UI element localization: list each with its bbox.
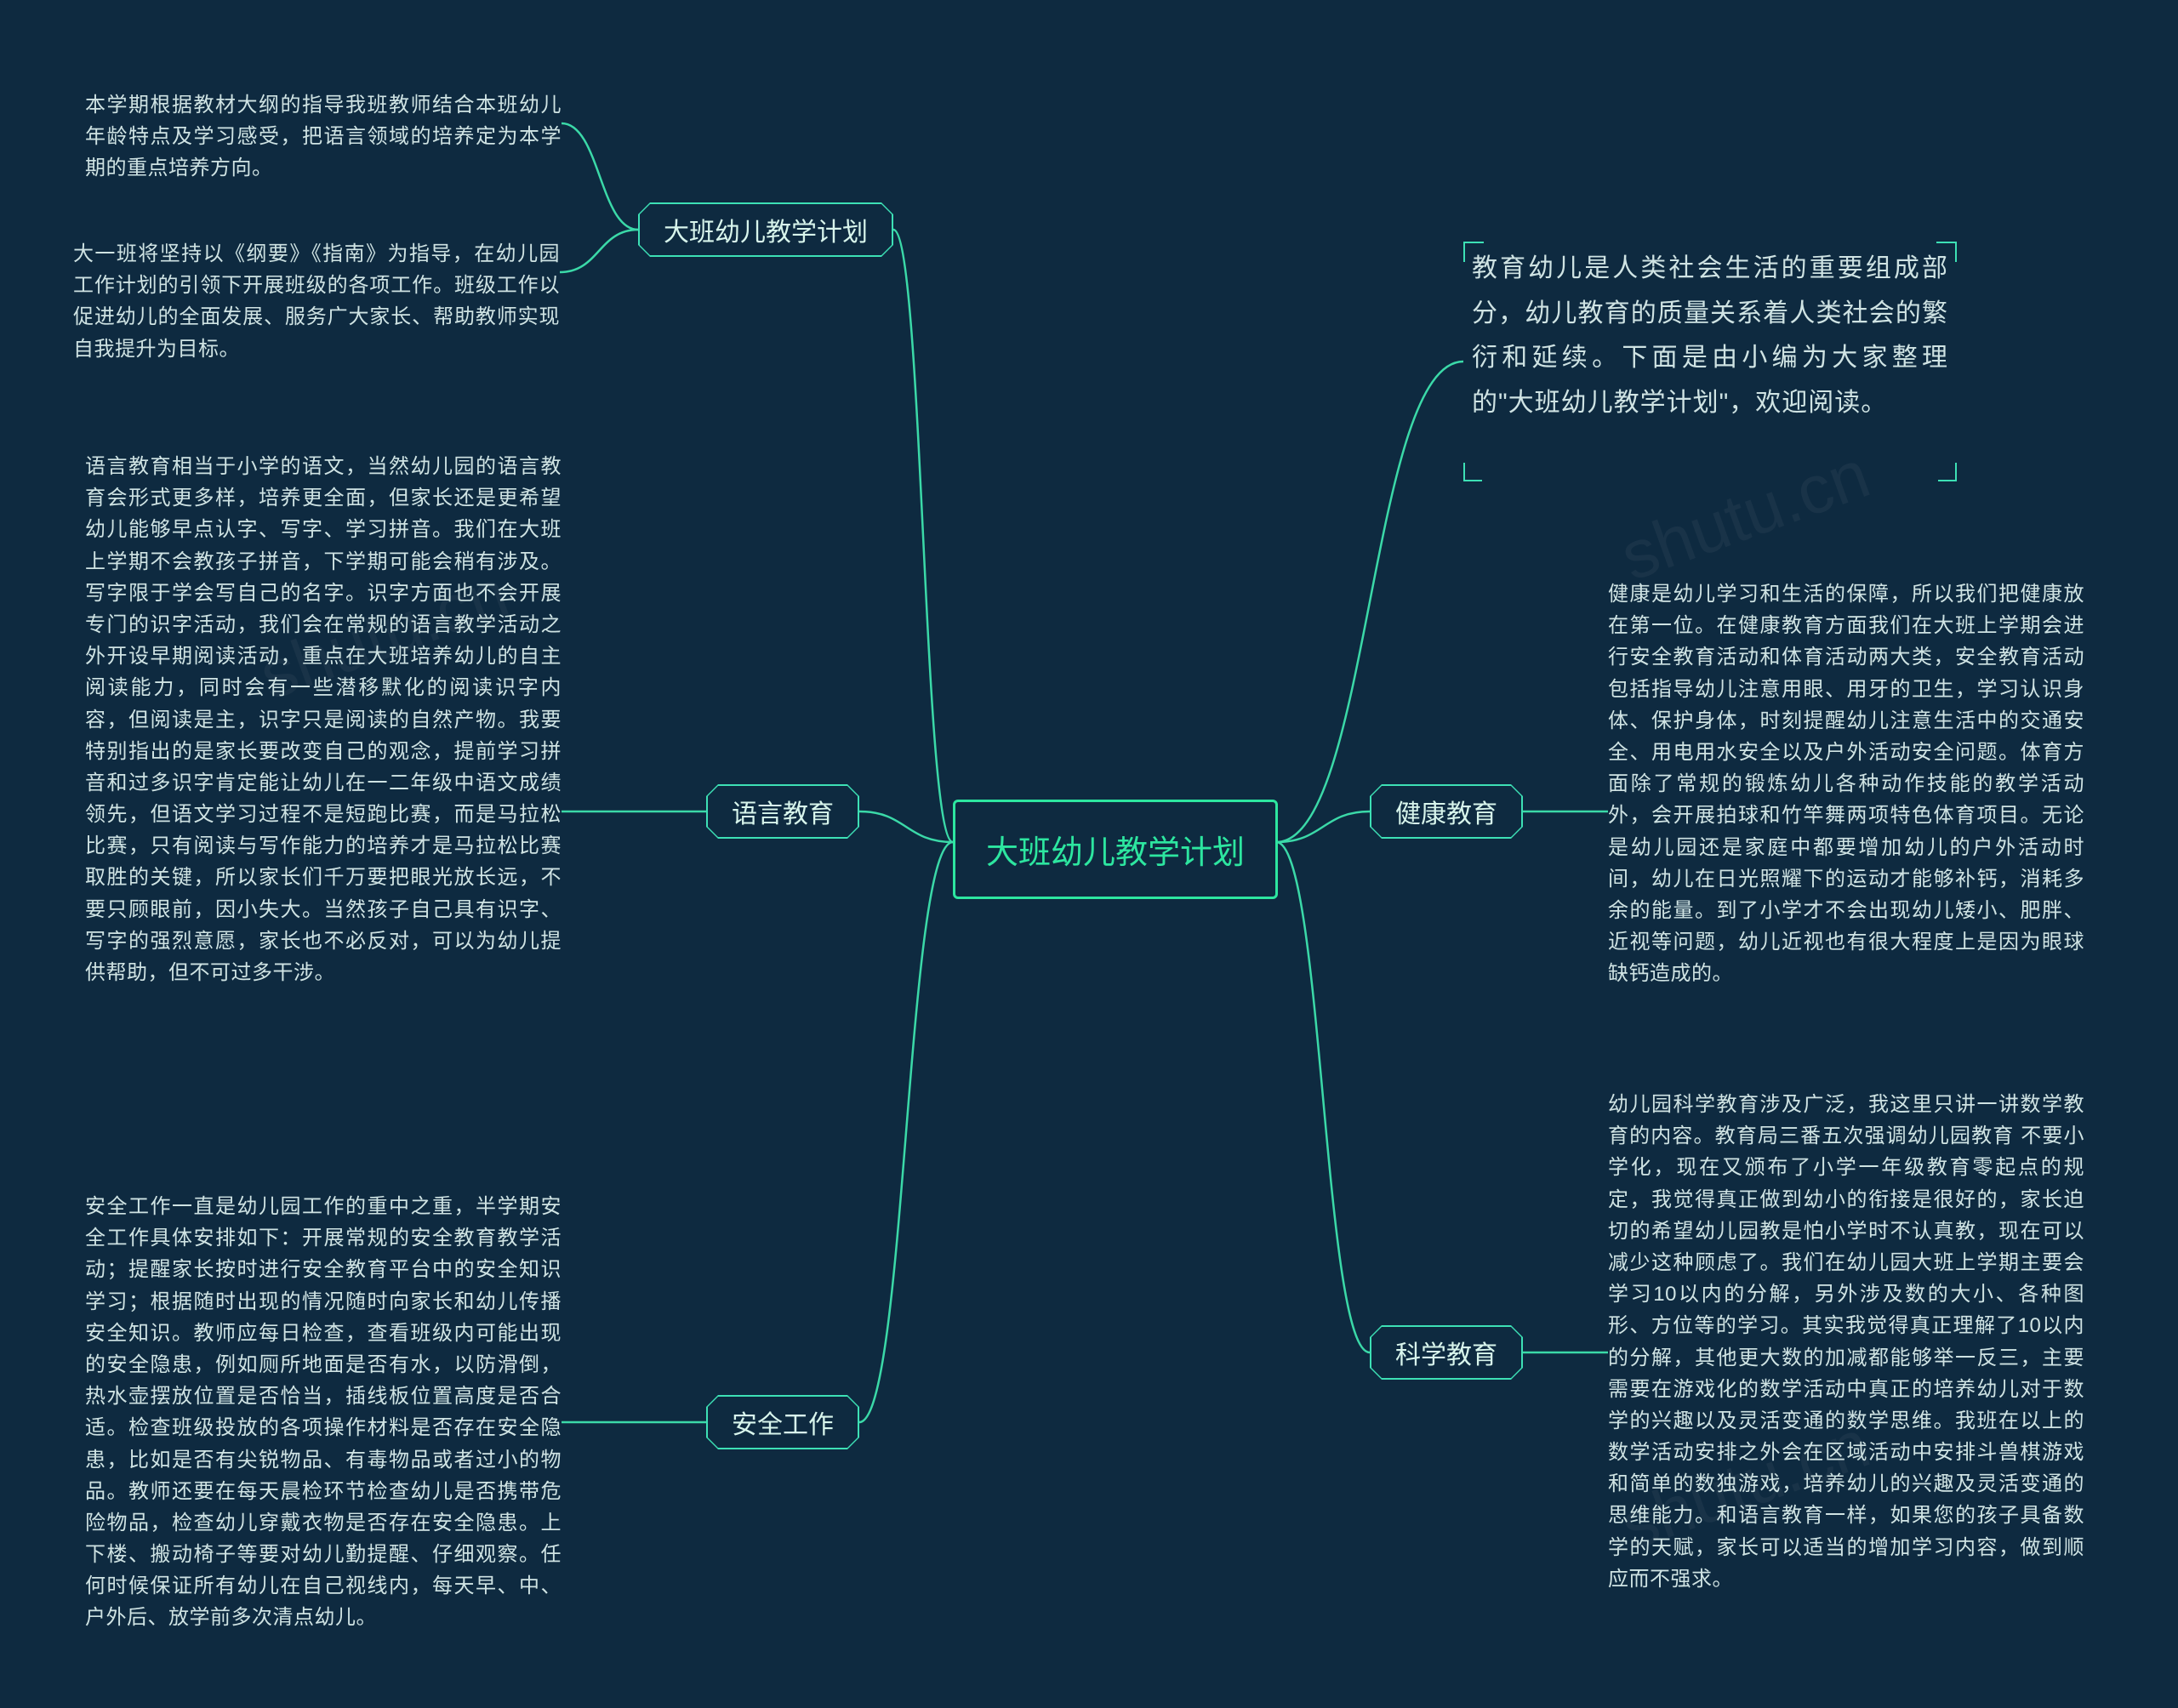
- leaf-plan-1: 大一班将坚持以《纲要》《指南》为指导，在幼儿园工作计划的引领下开展班级的各项工作…: [73, 238, 560, 365]
- branch-label: 健康教育: [1371, 786, 1521, 837]
- branch-science[interactable]: 科学教育: [1370, 1325, 1523, 1380]
- central-topic[interactable]: 大班幼儿教学计划: [953, 800, 1278, 899]
- leaf-science-0: 幼儿园科学教育涉及广泛，我这里只讲一讲数学教育的内容。教育局三番五次强调幼儿园教…: [1608, 1089, 2084, 1595]
- branch-safety[interactable]: 安全工作: [706, 1395, 859, 1449]
- branch-label: 大班幼儿教学计划: [640, 204, 892, 255]
- branch-health[interactable]: 健康教育: [1370, 784, 1523, 839]
- branch-label: 科学教育: [1371, 1327, 1521, 1378]
- intro-text: 教育幼儿是人类社会生活的重要组成部分，幼儿教育的质量关系着人类社会的繁衍和延续。…: [1472, 247, 1948, 425]
- branch-label: 安全工作: [708, 1397, 858, 1448]
- branch-label: 语言教育: [708, 786, 858, 837]
- leaf-plan-0: 本学期根据教材大纲的指导我班教师结合本班幼儿年龄特点及学习感受，把语言领域的培养…: [85, 89, 562, 185]
- leaf-safety-0: 安全工作一直是幼儿园工作的重中之重，半学期安全工作具体安排如下：开展常规的安全教…: [85, 1191, 562, 1634]
- branch-language[interactable]: 语言教育: [706, 784, 859, 839]
- intro-box: 教育幼儿是人类社会生活的重要组成部分，幼儿教育的质量关系着人类社会的繁衍和延续。…: [1472, 247, 1948, 476]
- leaf-language-0: 语言教育相当于小学的语文，当然幼儿园的语言教育会形式更多样，培养更全面，但家长还…: [85, 451, 562, 988]
- mindmap-canvas: shutu.cn shutu.cn shutu.cn 大班幼儿教学计划 教育幼儿…: [0, 0, 2178, 1708]
- branch-plan[interactable]: 大班幼儿教学计划: [638, 202, 893, 257]
- leaf-health-0: 健康是幼儿学习和生活的保障，所以我们把健康放在第一位。在健康教育方面我们在大班上…: [1608, 578, 2084, 989]
